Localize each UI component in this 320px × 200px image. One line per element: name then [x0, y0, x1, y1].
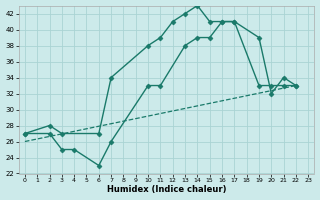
- X-axis label: Humidex (Indice chaleur): Humidex (Indice chaleur): [107, 185, 226, 194]
